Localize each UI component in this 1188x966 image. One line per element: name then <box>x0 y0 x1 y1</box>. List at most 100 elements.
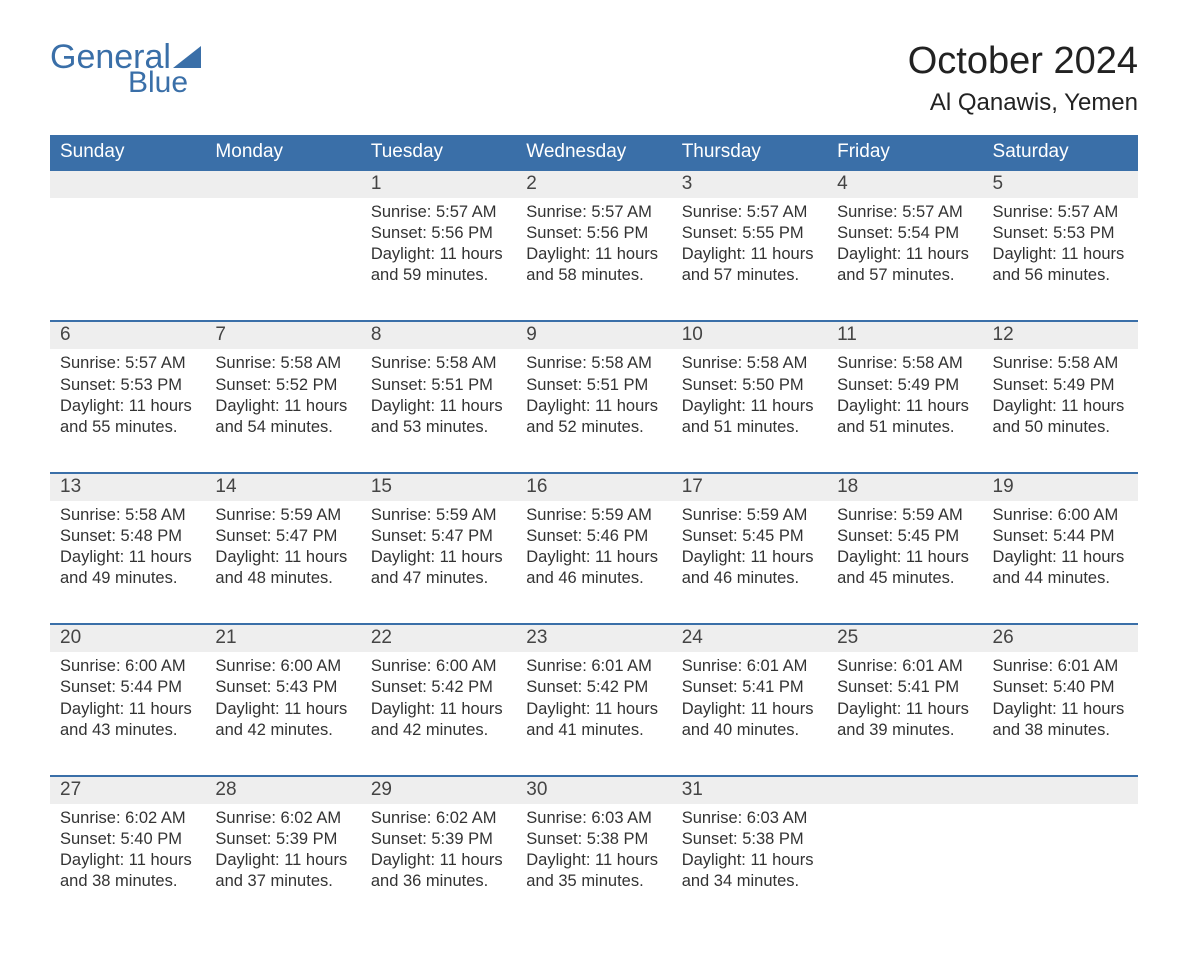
day-number <box>983 777 1138 804</box>
daylight-line: Daylight: 11 hours and 52 minutes. <box>526 396 661 438</box>
sunset-line: Sunset: 5:47 PM <box>215 526 350 547</box>
daylight-line: Daylight: 11 hours and 51 minutes. <box>682 396 817 438</box>
daylight-line: Daylight: 11 hours and 42 minutes. <box>371 699 506 741</box>
daylight-line: Daylight: 11 hours and 54 minutes. <box>215 396 350 438</box>
day-header: Tuesday <box>361 135 516 170</box>
calendar-day-cell: 19Sunrise: 6:00 AMSunset: 5:44 PMDayligh… <box>983 473 1138 624</box>
calendar-day-cell: 31Sunrise: 6:03 AMSunset: 5:38 PMDayligh… <box>672 776 827 926</box>
day-number: 1 <box>361 171 516 198</box>
sunrise-line: Sunrise: 6:00 AM <box>371 656 506 677</box>
calendar-day-cell: 5Sunrise: 5:57 AMSunset: 5:53 PMDaylight… <box>983 170 1138 321</box>
day-number: 5 <box>983 171 1138 198</box>
sunrise-line: Sunrise: 5:58 AM <box>993 353 1128 374</box>
sunset-line: Sunset: 5:44 PM <box>60 677 195 698</box>
day-number <box>827 777 982 804</box>
daylight-line: Daylight: 11 hours and 38 minutes. <box>993 699 1128 741</box>
sunset-line: Sunset: 5:38 PM <box>526 829 661 850</box>
calendar-day-cell: 13Sunrise: 5:58 AMSunset: 5:48 PMDayligh… <box>50 473 205 624</box>
daylight-line: Daylight: 11 hours and 42 minutes. <box>215 699 350 741</box>
sunset-line: Sunset: 5:50 PM <box>682 375 817 396</box>
sunrise-line: Sunrise: 5:59 AM <box>682 505 817 526</box>
sunrise-line: Sunrise: 5:57 AM <box>60 353 195 374</box>
daylight-line: Daylight: 11 hours and 39 minutes. <box>837 699 972 741</box>
day-header: Friday <box>827 135 982 170</box>
sunset-line: Sunset: 5:52 PM <box>215 375 350 396</box>
day-body: Sunrise: 5:59 AMSunset: 5:47 PMDaylight:… <box>205 501 360 623</box>
sunset-line: Sunset: 5:49 PM <box>993 375 1128 396</box>
day-number: 27 <box>50 777 205 804</box>
calendar-day-cell <box>50 170 205 321</box>
calendar-table: SundayMondayTuesdayWednesdayThursdayFrid… <box>50 135 1138 926</box>
day-number: 31 <box>672 777 827 804</box>
daylight-line: Daylight: 11 hours and 40 minutes. <box>682 699 817 741</box>
sunrise-line: Sunrise: 5:59 AM <box>837 505 972 526</box>
day-body <box>205 198 360 308</box>
day-number: 3 <box>672 171 827 198</box>
sunrise-line: Sunrise: 5:58 AM <box>215 353 350 374</box>
sunset-line: Sunset: 5:43 PM <box>215 677 350 698</box>
day-header: Monday <box>205 135 360 170</box>
calendar-week-row: 1Sunrise: 5:57 AMSunset: 5:56 PMDaylight… <box>50 170 1138 321</box>
daylight-line: Daylight: 11 hours and 44 minutes. <box>993 547 1128 589</box>
calendar-day-cell: 26Sunrise: 6:01 AMSunset: 5:40 PMDayligh… <box>983 624 1138 775</box>
calendar-day-cell: 4Sunrise: 5:57 AMSunset: 5:54 PMDaylight… <box>827 170 982 321</box>
sunset-line: Sunset: 5:54 PM <box>837 223 972 244</box>
sunrise-line: Sunrise: 5:57 AM <box>526 202 661 223</box>
sunrise-line: Sunrise: 5:58 AM <box>526 353 661 374</box>
day-body: Sunrise: 5:57 AMSunset: 5:56 PMDaylight:… <box>361 198 516 320</box>
day-body <box>983 804 1138 914</box>
day-header: Thursday <box>672 135 827 170</box>
calendar-header-row: SundayMondayTuesdayWednesdayThursdayFrid… <box>50 135 1138 170</box>
calendar-day-cell: 6Sunrise: 5:57 AMSunset: 5:53 PMDaylight… <box>50 321 205 472</box>
day-body: Sunrise: 6:00 AMSunset: 5:44 PMDaylight:… <box>50 652 205 774</box>
calendar-day-cell: 8Sunrise: 5:58 AMSunset: 5:51 PMDaylight… <box>361 321 516 472</box>
calendar-day-cell: 14Sunrise: 5:59 AMSunset: 5:47 PMDayligh… <box>205 473 360 624</box>
daylight-line: Daylight: 11 hours and 48 minutes. <box>215 547 350 589</box>
calendar-day-cell: 20Sunrise: 6:00 AMSunset: 5:44 PMDayligh… <box>50 624 205 775</box>
daylight-line: Daylight: 11 hours and 46 minutes. <box>526 547 661 589</box>
calendar-day-cell: 2Sunrise: 5:57 AMSunset: 5:56 PMDaylight… <box>516 170 671 321</box>
daylight-line: Daylight: 11 hours and 51 minutes. <box>837 396 972 438</box>
day-body <box>50 198 205 308</box>
location-label: Al Qanawis, Yemen <box>908 89 1138 117</box>
day-body: Sunrise: 5:58 AMSunset: 5:52 PMDaylight:… <box>205 349 360 471</box>
day-body: Sunrise: 5:58 AMSunset: 5:49 PMDaylight:… <box>827 349 982 471</box>
page-header: General Blue October 2024 Al Qanawis, Ye… <box>50 40 1138 117</box>
daylight-line: Daylight: 11 hours and 55 minutes. <box>60 396 195 438</box>
calendar-day-cell: 25Sunrise: 6:01 AMSunset: 5:41 PMDayligh… <box>827 624 982 775</box>
day-body: Sunrise: 5:59 AMSunset: 5:47 PMDaylight:… <box>361 501 516 623</box>
day-number: 7 <box>205 322 360 349</box>
daylight-line: Daylight: 11 hours and 56 minutes. <box>993 244 1128 286</box>
sunrise-line: Sunrise: 5:58 AM <box>837 353 972 374</box>
calendar-week-row: 6Sunrise: 5:57 AMSunset: 5:53 PMDaylight… <box>50 321 1138 472</box>
sunset-line: Sunset: 5:42 PM <box>526 677 661 698</box>
daylight-line: Daylight: 11 hours and 57 minutes. <box>682 244 817 286</box>
day-body: Sunrise: 5:57 AMSunset: 5:54 PMDaylight:… <box>827 198 982 320</box>
calendar-day-cell: 1Sunrise: 5:57 AMSunset: 5:56 PMDaylight… <box>361 170 516 321</box>
sunrise-line: Sunrise: 6:00 AM <box>215 656 350 677</box>
sunrise-line: Sunrise: 6:03 AM <box>682 808 817 829</box>
calendar-day-cell: 18Sunrise: 5:59 AMSunset: 5:45 PMDayligh… <box>827 473 982 624</box>
day-body: Sunrise: 6:01 AMSunset: 5:41 PMDaylight:… <box>672 652 827 774</box>
sunset-line: Sunset: 5:55 PM <box>682 223 817 244</box>
day-number <box>50 171 205 198</box>
sunrise-line: Sunrise: 5:59 AM <box>215 505 350 526</box>
sunset-line: Sunset: 5:41 PM <box>837 677 972 698</box>
sunset-line: Sunset: 5:49 PM <box>837 375 972 396</box>
day-body: Sunrise: 5:59 AMSunset: 5:45 PMDaylight:… <box>672 501 827 623</box>
calendar-day-cell: 9Sunrise: 5:58 AMSunset: 5:51 PMDaylight… <box>516 321 671 472</box>
calendar-week-row: 27Sunrise: 6:02 AMSunset: 5:40 PMDayligh… <box>50 776 1138 926</box>
day-number: 6 <box>50 322 205 349</box>
sunrise-line: Sunrise: 6:00 AM <box>60 656 195 677</box>
sunrise-line: Sunrise: 5:57 AM <box>682 202 817 223</box>
calendar-day-cell: 3 Sunrise: 5:57 AMSunset: 5:55 PMDaylight… <box>672 170 827 321</box>
day-body: Sunrise: 6:03 AMSunset: 5:38 PMDaylight:… <box>516 804 671 926</box>
sunrise-line: Sunrise: 6:01 AM <box>837 656 972 677</box>
sail-icon <box>173 46 201 68</box>
day-body: Sunrise: 6:01 AMSunset: 5:40 PMDaylight:… <box>983 652 1138 774</box>
daylight-line: Daylight: 11 hours and 49 minutes. <box>60 547 195 589</box>
daylight-line: Daylight: 11 hours and 35 minutes. <box>526 850 661 892</box>
sunset-line: Sunset: 5:40 PM <box>993 677 1128 698</box>
sunset-line: Sunset: 5:45 PM <box>837 526 972 547</box>
daylight-line: Daylight: 11 hours and 43 minutes. <box>60 699 195 741</box>
